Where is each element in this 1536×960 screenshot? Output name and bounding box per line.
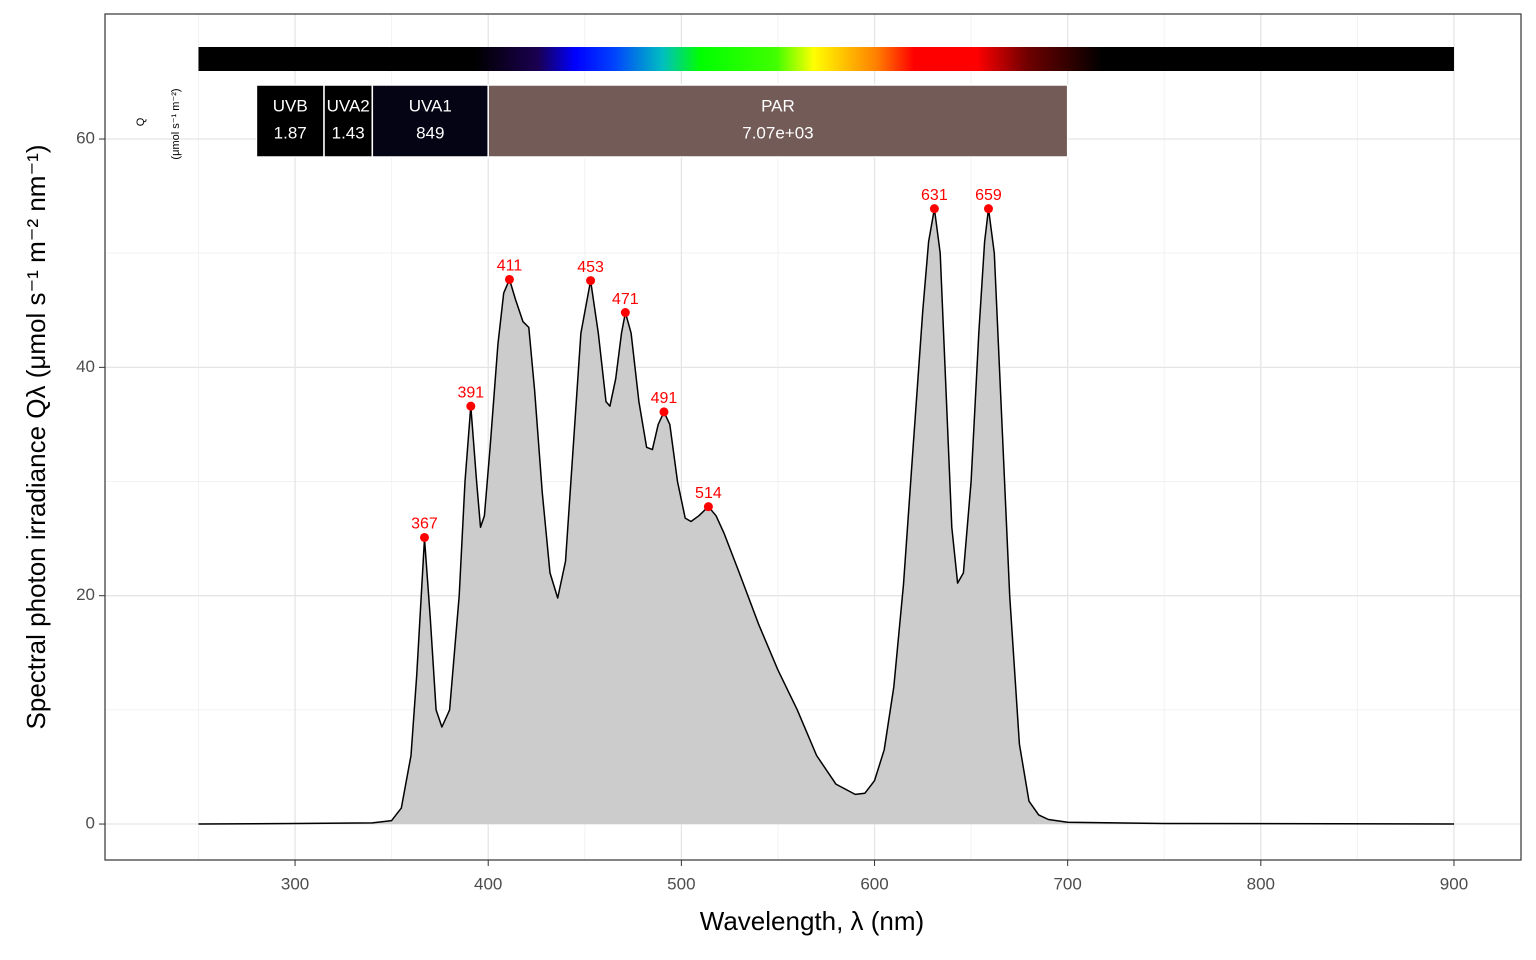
band-value: 7.07e+03: [742, 123, 813, 142]
y-tick-label: 60: [76, 129, 95, 148]
peak-label: 391: [457, 384, 484, 401]
y-axis-title: Spectral photon irradiance Qλ (μmol s⁻¹ …: [21, 145, 51, 730]
x-tick-label: 500: [667, 874, 695, 893]
peak-point: [983, 204, 993, 214]
band-box: [487, 84, 1069, 158]
peak-point: [504, 274, 514, 284]
x-axis-title: Wavelength, λ (nm): [700, 906, 924, 936]
band-box: [255, 84, 325, 158]
band-value: 1.87: [274, 123, 307, 142]
x-tick-label: 800: [1247, 874, 1275, 893]
peak-point: [586, 276, 596, 286]
band-box: [371, 84, 489, 158]
peak-point: [659, 407, 669, 417]
peak-label: 453: [577, 259, 604, 276]
peak-point: [419, 532, 429, 542]
peak-label: 367: [411, 516, 438, 533]
y-tick-label: 0: [86, 814, 95, 833]
peak-label: 631: [921, 187, 948, 204]
area: [198, 208, 1455, 825]
band-name: UVB: [273, 96, 308, 115]
y-tick-label: 40: [76, 357, 95, 376]
y-tick-label: 20: [76, 585, 95, 604]
band-quantity-label: Q: [135, 117, 147, 126]
peak-point: [620, 308, 630, 318]
panel-border: [104, 13, 1522, 861]
band-name: UVA1: [409, 96, 452, 115]
color-bar: [198, 47, 1454, 71]
line: [198, 207, 1455, 825]
peak-point: [929, 204, 939, 214]
peak-label: 491: [651, 390, 678, 407]
band-box: [323, 84, 374, 158]
peak-point: [703, 502, 713, 512]
x-tick-label: 600: [860, 874, 888, 893]
band-name: UVA2: [327, 96, 370, 115]
peak-label: 411: [497, 258, 523, 275]
band-value: 1.43: [332, 123, 365, 142]
band-value: 849: [416, 123, 444, 142]
x-tick-label: 900: [1440, 874, 1468, 893]
plot: 367 391 411 453 471 491 514 631 659: [198, 187, 1455, 825]
peak-point: [466, 401, 476, 411]
band-name: PAR: [761, 96, 795, 115]
peak-label: 514: [695, 485, 722, 502]
x-tick-label: 300: [281, 874, 309, 893]
x-tick-label: 400: [474, 874, 502, 893]
peak-label: 659: [975, 187, 1002, 204]
x-tick-label: 700: [1053, 874, 1081, 893]
band-unit-label: (μmol s⁻¹ m⁻²): [170, 88, 182, 159]
peak-label: 471: [612, 291, 639, 308]
